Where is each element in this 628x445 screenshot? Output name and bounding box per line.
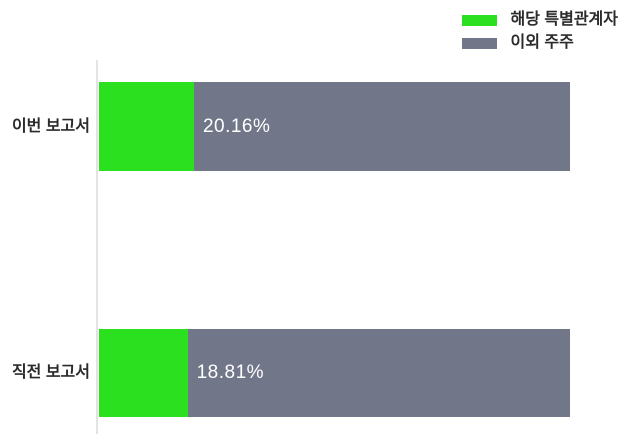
legend-label-special-related-party: 해당 특별관계자: [510, 11, 619, 28]
legend-item-other-shareholders[interactable]: 이외 주주: [461, 34, 619, 52]
legend-item-special-related-party[interactable]: 해당 특별관계자: [461, 11, 619, 29]
bar-segment-other-shareholders: 20.16%: [193, 82, 570, 171]
bar-segment-special-related-party: [99, 329, 188, 417]
bar-row: 20.16%: [99, 82, 570, 171]
bar-segment-special-related-party: [99, 82, 194, 171]
category-label: 이번 보고서: [11, 117, 90, 135]
bar-segment-other-shareholders: 18.81%: [187, 329, 570, 417]
legend-swatch-green: [461, 14, 497, 26]
chart-legend: 해당 특별관계자 이외 주주: [461, 11, 619, 52]
value-label: 18.81%: [196, 362, 265, 383]
bar-row: 18.81%: [99, 329, 570, 417]
legend-label-other-shareholders: 이외 주주: [510, 34, 574, 51]
legend-swatch-gray: [461, 37, 497, 49]
value-label: 20.16%: [202, 115, 271, 137]
y-axis-line: [96, 60, 98, 434]
category-label: 직전 보고서: [11, 364, 90, 381]
